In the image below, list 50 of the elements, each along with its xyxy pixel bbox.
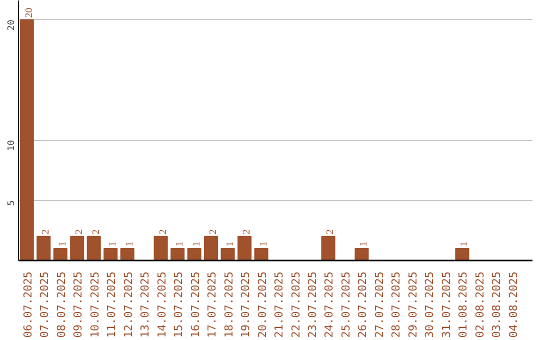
data-label: 20 bbox=[24, 8, 35, 18]
x-tick-label: 21.07.2025 bbox=[272, 271, 286, 338]
x-tick-label: 17.07.2025 bbox=[206, 271, 219, 338]
x-tick-label: 24.07.2025 bbox=[322, 271, 336, 338]
x-tick-label: 26.07.2025 bbox=[356, 271, 370, 338]
x-tick-label: 30.07.2025 bbox=[423, 271, 436, 338]
x-tick-label: 28.07.2025 bbox=[390, 271, 403, 338]
x-tick-label: 11.07.2025 bbox=[105, 271, 118, 338]
x-tick-label: 18.07.2025 bbox=[222, 271, 236, 338]
y-tick-label: 5 bbox=[7, 200, 17, 206]
x-tick-label: 27.07.2025 bbox=[372, 271, 386, 338]
x-tick-label: 14.07.2025 bbox=[155, 271, 168, 338]
data-label: 1 bbox=[224, 241, 236, 246]
data-label: 1 bbox=[191, 241, 202, 246]
x-tick-label: 13.07.2025 bbox=[138, 271, 152, 338]
x-tick-label: 06.07.2025 bbox=[21, 271, 34, 338]
data-label: 2 bbox=[208, 229, 220, 234]
x-tick-label: 22.07.2025 bbox=[289, 271, 302, 338]
data-label: 2 bbox=[158, 229, 169, 234]
y-tick-label: 10 bbox=[7, 140, 17, 151]
x-tick-label: 15.07.2025 bbox=[172, 271, 186, 338]
data-label: 2 bbox=[74, 229, 86, 234]
x-tick-label: 07.07.2025 bbox=[38, 271, 52, 338]
x-tick-label: 16.07.2025 bbox=[188, 271, 202, 338]
data-label: 2 bbox=[40, 229, 52, 234]
x-tick-label: 23.07.2025 bbox=[306, 271, 319, 338]
data-label: 2 bbox=[90, 229, 102, 234]
x-tick-label: 04.08.2025 bbox=[506, 271, 520, 338]
y-tick-label: 20 bbox=[7, 20, 17, 31]
x-tick-label: 08.07.2025 bbox=[54, 271, 68, 338]
data-label: 1 bbox=[124, 241, 136, 246]
x-tick-label: 03.08.2025 bbox=[490, 271, 504, 338]
x-tick-label: 01.08.2025 bbox=[456, 271, 470, 338]
x-tick-label: 20.07.2025 bbox=[256, 271, 269, 338]
data-label: 1 bbox=[108, 241, 119, 246]
x-tick-label: 31.07.2025 bbox=[440, 271, 453, 338]
data-label: 2 bbox=[325, 229, 336, 234]
x-tick-label: 19.07.2025 bbox=[239, 271, 252, 338]
data-label: 1 bbox=[459, 241, 470, 246]
x-tick-label: 29.07.2025 bbox=[406, 271, 420, 338]
x-tick-label: 25.07.2025 bbox=[339, 271, 352, 338]
x-tick-label: 12.07.2025 bbox=[122, 271, 135, 338]
data-label: 2 bbox=[242, 229, 253, 234]
x-tick-label: 02.08.2025 bbox=[473, 271, 486, 338]
data-label: 1 bbox=[258, 241, 270, 246]
x-tick-label: 09.07.2025 bbox=[72, 271, 85, 338]
data-label: 1 bbox=[174, 241, 186, 246]
data-label: 1 bbox=[358, 241, 370, 246]
data-label: 1 bbox=[57, 241, 68, 246]
x-tick-label: 10.07.2025 bbox=[88, 271, 102, 338]
